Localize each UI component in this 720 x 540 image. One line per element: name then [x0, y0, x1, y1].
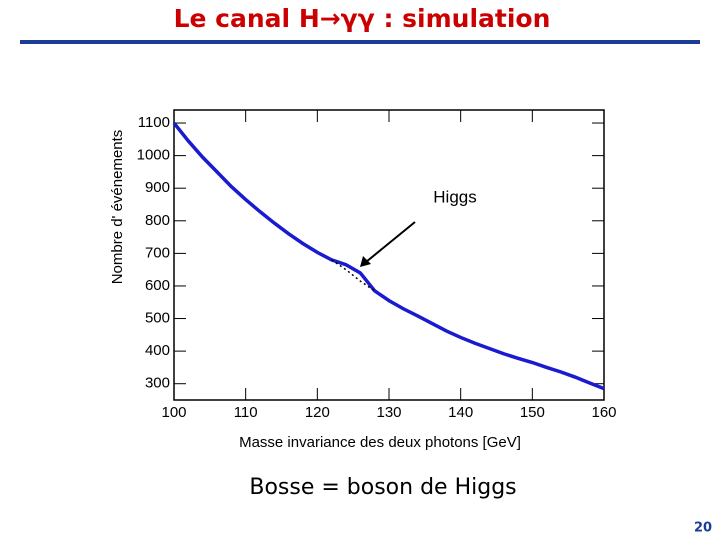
y-tick-label: 800	[145, 212, 170, 229]
y-tick-label: 1100	[138, 114, 170, 131]
annotation: Higgs	[433, 187, 476, 206]
y-tick-label: 600	[145, 277, 170, 294]
y-axis-label: Nombre d' événements	[109, 130, 126, 285]
annotation-arrow	[365, 221, 416, 263]
x-axis-label: Masse invariance des deux photons [GeV]	[239, 434, 521, 451]
x-tick-label: 120	[305, 404, 330, 421]
data-line	[172, 121, 605, 391]
y-tick-label: 400	[145, 342, 170, 359]
x-tick-label: 130	[376, 404, 401, 421]
y-tick-label: 300	[145, 375, 170, 392]
x-tick-label: 160	[591, 404, 616, 421]
x-tick-label: 110	[234, 404, 258, 421]
y-tick-label: 900	[145, 179, 170, 196]
plot-frame	[173, 109, 605, 401]
x-tick-label: 150	[520, 404, 545, 421]
y-tick-label: 1000	[137, 147, 170, 164]
x-tick-label: 140	[448, 404, 473, 421]
y-tick-label: 700	[145, 244, 170, 261]
caption: Bosse = boson de Higgs	[249, 475, 516, 500]
page-number: 20	[694, 521, 712, 536]
title-rule	[20, 40, 700, 44]
y-tick-label: 500	[145, 310, 170, 327]
arrow-head	[360, 256, 371, 267]
slide-title: Le canal H→γγ : simulation	[174, 4, 551, 33]
x-tick-label: 100	[161, 404, 186, 421]
dotted-line	[331, 259, 376, 292]
